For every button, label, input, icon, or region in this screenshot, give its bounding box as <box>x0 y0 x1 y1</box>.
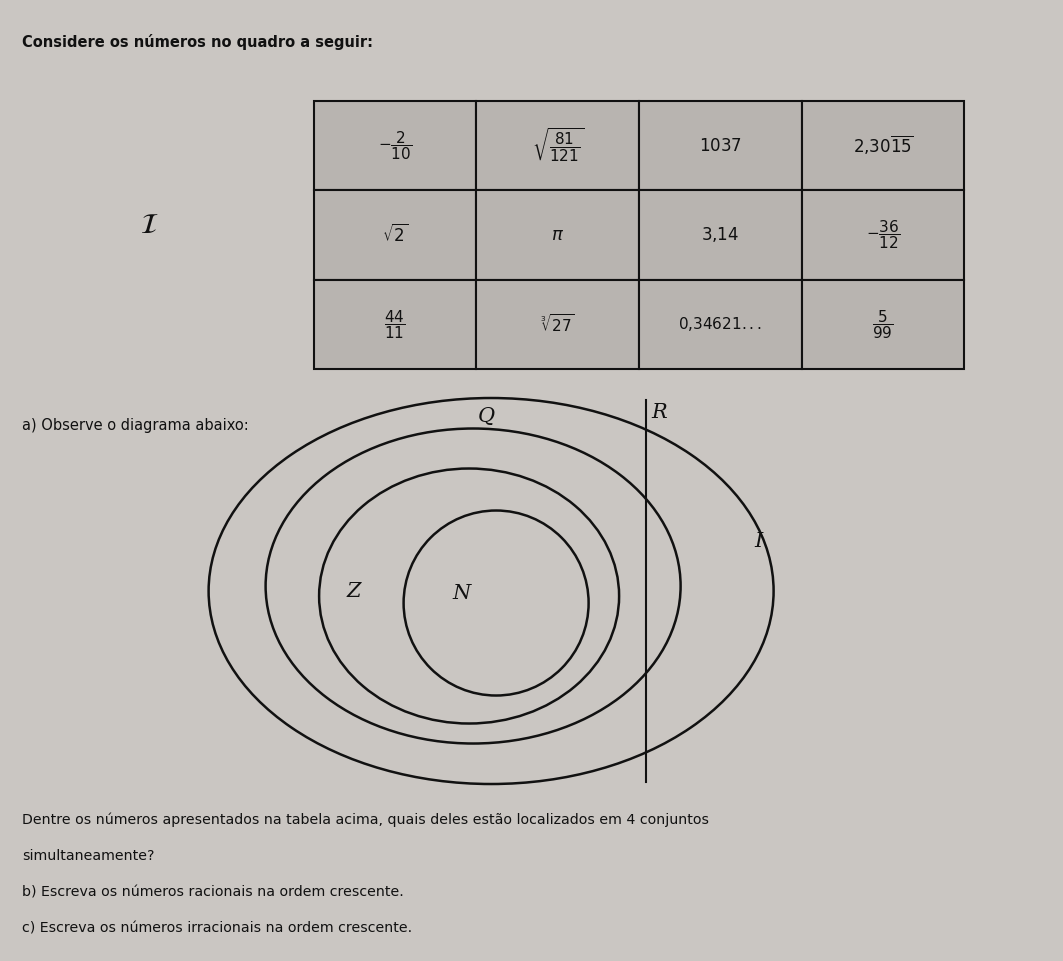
Text: simultaneamente?: simultaneamente? <box>22 849 154 863</box>
Text: R: R <box>652 403 667 422</box>
Text: $-\dfrac{36}{12}$: $-\dfrac{36}{12}$ <box>865 218 900 252</box>
Text: b) Escreva os números racionais na ordem crescente.: b) Escreva os números racionais na ordem… <box>22 885 404 899</box>
Text: Q: Q <box>477 407 494 426</box>
Text: $\sqrt{2}$: $\sqrt{2}$ <box>382 224 408 246</box>
Text: Considere os números no quadro a seguir:: Considere os números no quadro a seguir: <box>22 34 373 50</box>
Text: $3{,}14$: $3{,}14$ <box>702 226 739 244</box>
Text: I: I <box>755 531 763 551</box>
Text: c) Escreva os números irracionais na ordem crescente.: c) Escreva os números irracionais na ord… <box>22 922 412 936</box>
Bar <box>476 190 639 280</box>
Text: Dentre os números apresentados na tabela acima, quais deles estão localizados em: Dentre os números apresentados na tabela… <box>22 812 709 826</box>
Bar <box>476 280 639 369</box>
Bar <box>802 280 964 369</box>
Text: Z: Z <box>347 581 361 601</box>
Text: $\pi$: $\pi$ <box>551 226 564 244</box>
Bar <box>802 101 964 190</box>
Text: a) Observe o diagrama abaixo:: a) Observe o diagrama abaixo: <box>22 418 249 433</box>
Text: $\dfrac{5}{99}$: $\dfrac{5}{99}$ <box>872 308 894 341</box>
Text: $2{,}30\overline{15}$: $2{,}30\overline{15}$ <box>853 134 913 158</box>
Text: N: N <box>452 583 470 603</box>
Text: $\mathcal{I}$: $\mathcal{I}$ <box>139 212 158 239</box>
Bar <box>802 190 964 280</box>
Text: $1037$: $1037$ <box>698 136 742 155</box>
Bar <box>314 101 476 190</box>
Bar <box>639 280 802 369</box>
Text: $0{,}34621...$: $0{,}34621...$ <box>678 315 762 333</box>
Bar <box>476 101 639 190</box>
Text: $\sqrt[3]{27}$: $\sqrt[3]{27}$ <box>540 313 575 335</box>
Text: $\sqrt{\dfrac{81}{121}}$: $\sqrt{\dfrac{81}{121}}$ <box>532 127 584 164</box>
Text: $-\dfrac{2}{10}$: $-\dfrac{2}{10}$ <box>377 129 412 162</box>
Bar <box>314 190 476 280</box>
Bar <box>314 280 476 369</box>
Bar <box>639 101 802 190</box>
Bar <box>639 190 802 280</box>
Text: $\dfrac{44}{11}$: $\dfrac{44}{11}$ <box>384 308 406 341</box>
